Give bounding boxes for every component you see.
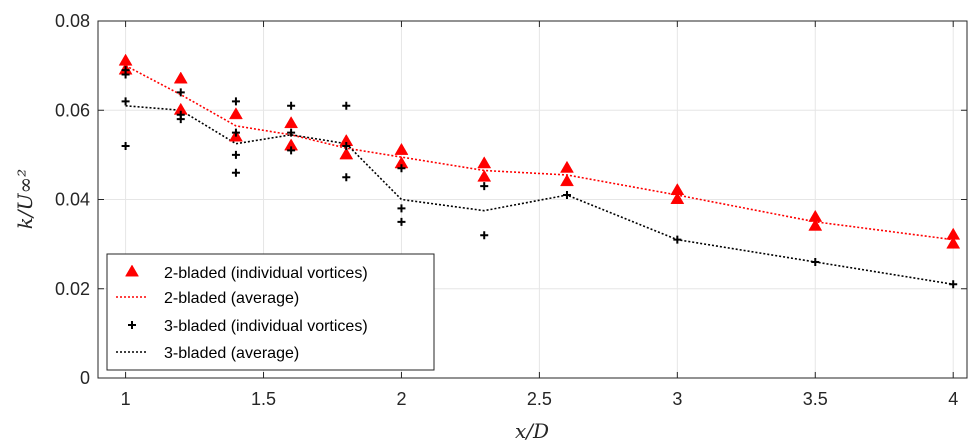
data-point-3-bladed <box>397 217 406 226</box>
data-point-2-bladed <box>560 174 574 187</box>
data-point-2-bladed <box>477 156 492 169</box>
legend-label: 2-bladed (individual vortices) <box>164 265 368 282</box>
x-tick-label: 3.5 <box>803 389 828 409</box>
data-point-2-bladed <box>670 192 685 204</box>
legend-plus-marker <box>128 321 136 329</box>
data-point-3-bladed <box>231 97 240 106</box>
x-tick-label: 1.5 <box>251 389 276 409</box>
y-tick-label: 0.02 <box>55 279 90 299</box>
data-point-2-bladed <box>477 169 492 182</box>
data-point-2-bladed <box>808 218 823 231</box>
legend-label: 2-bladed (average) <box>164 290 299 307</box>
series-line-2-bladed-average <box>125 64 954 241</box>
data-point-2-bladed <box>946 236 961 249</box>
legend-label: 3-bladed (individual vortices) <box>164 318 368 335</box>
data-point-2-bladed <box>339 147 354 160</box>
data-point-3-bladed <box>231 150 240 159</box>
data-point-2-bladed <box>284 116 299 129</box>
data-point-2-bladed <box>173 71 188 84</box>
x-tick-label: 3 <box>672 389 682 409</box>
data-point-3-bladed <box>397 204 406 213</box>
data-point-3-bladed <box>949 280 958 289</box>
legend-triangle-marker <box>125 264 139 277</box>
data-point-3-bladed <box>287 128 296 137</box>
series-layer <box>118 53 961 289</box>
data-point-3-bladed <box>231 128 240 137</box>
data-point-3-bladed <box>121 70 130 79</box>
data-point-3-bladed <box>121 141 130 150</box>
data-point-3-bladed <box>176 115 185 124</box>
data-point-3-bladed <box>231 168 240 177</box>
data-point-3-bladed <box>342 173 351 182</box>
x-axis-label: x/D <box>515 419 549 441</box>
data-point-2-bladed <box>229 107 243 120</box>
data-point-3-bladed <box>342 141 351 150</box>
data-point-3-bladed <box>480 182 489 191</box>
y-axis-label: k/U∞² <box>13 169 37 229</box>
data-point-3-bladed <box>287 146 296 155</box>
data-point-3-bladed <box>811 257 820 266</box>
x-tick-label: 4 <box>948 389 958 409</box>
legend: 2-bladed (individual vortices) 2-bladed (… <box>106 253 435 371</box>
data-point-3-bladed <box>342 101 351 110</box>
legend-box <box>106 253 435 371</box>
ticks: 1 1.5 2 2.5 3 3.5 4 0 0.02 0.04 0.06 0.08 <box>55 11 967 409</box>
data-point-3-bladed <box>176 88 185 97</box>
data-point-3-bladed <box>673 235 682 244</box>
data-point-2-bladed <box>394 142 409 155</box>
legend-label: 3-bladed (average) <box>164 345 299 362</box>
legend-entries: 2-bladed (individual vortices) 2-bladed (… <box>116 264 368 362</box>
data-point-3-bladed <box>562 191 571 200</box>
x-tick-label: 2.5 <box>527 389 552 409</box>
data-point-2-bladed <box>560 160 574 173</box>
y-tick-label: 0.04 <box>55 190 90 210</box>
y-tick-label: 0 <box>80 368 90 388</box>
y-tick-label: 0.08 <box>55 11 90 31</box>
x-tick-label: 2 <box>396 389 406 409</box>
data-point-3-bladed <box>121 97 130 106</box>
y-tick-label: 0.06 <box>55 100 90 120</box>
data-point-3-bladed <box>480 231 489 240</box>
data-point-3-bladed <box>287 101 296 110</box>
x-tick-label: 1 <box>121 389 131 409</box>
data-point-3-bladed <box>397 164 406 173</box>
